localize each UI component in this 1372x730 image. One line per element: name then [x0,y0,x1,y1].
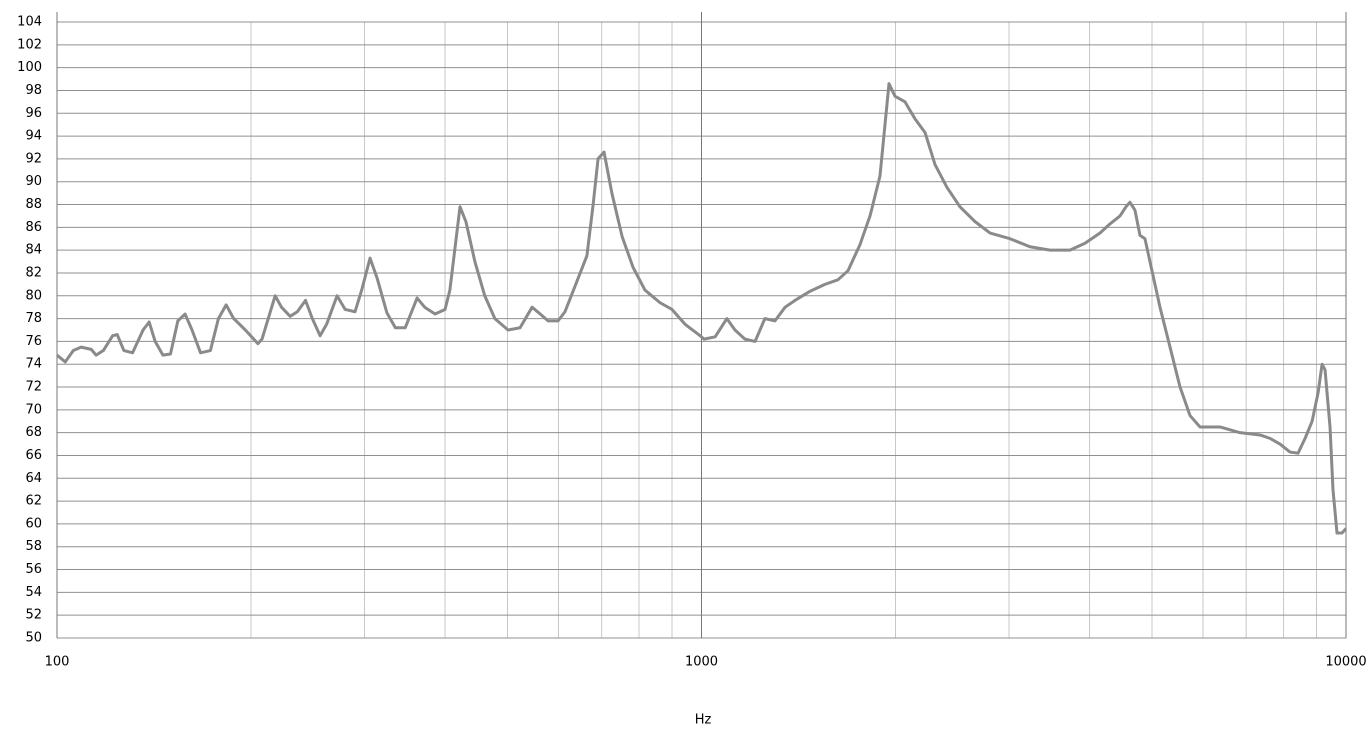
y-tick-label: 80 [25,288,42,303]
y-tick-label: 74 [25,357,42,372]
y-tick-label: 60 [25,516,42,531]
x-tick-label: 10000 [1325,655,1366,670]
y-tick-label: 68 [25,425,42,440]
y-tick-label: 50 [25,631,42,646]
y-tick-label: 76 [25,334,42,349]
y-tick-label: 54 [25,585,42,600]
y-tick-label: 96 [25,106,42,121]
y-tick-label: 64 [25,471,42,486]
y-tick-label: 94 [25,129,42,144]
y-tick-label: 62 [25,494,42,509]
y-tick-label: 78 [25,311,42,326]
y-tick-label: 70 [25,402,42,417]
y-tick-label: 90 [25,174,42,189]
y-tick-label: 52 [25,608,42,623]
y-tick-label: 56 [25,562,42,577]
x-tick-label: 1000 [685,655,718,670]
y-tick-label: 58 [25,539,42,554]
y-tick-label: 92 [25,151,42,166]
response-line [56,82,1348,535]
y-tick-label: 86 [25,220,42,235]
x-axis-label: Hz [695,713,712,728]
y-tick-label: 66 [25,448,42,463]
y-tick-label: 104 [17,15,42,30]
y-tick-label: 98 [25,83,42,98]
y-tick-label: 100 [17,60,42,75]
x-tick-label: 100 [45,655,70,670]
y-tick-label: 88 [25,197,42,212]
y-tick-label: 82 [25,265,42,280]
y-tick-label: 72 [25,380,42,395]
y-tick-label: 84 [25,243,42,258]
y-tick-label: 102 [17,37,42,52]
